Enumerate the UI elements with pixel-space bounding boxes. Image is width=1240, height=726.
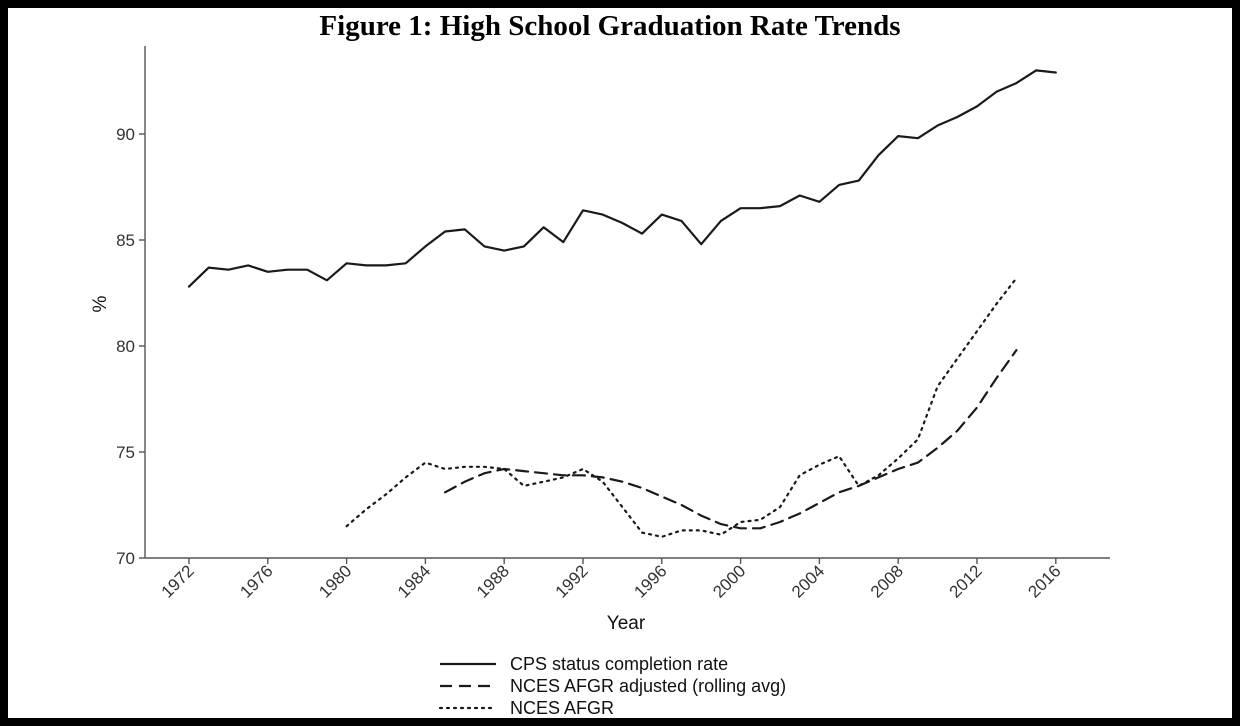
y-tick-label: 80 [116, 337, 135, 356]
x-tick-label: 1992 [552, 561, 592, 601]
x-axis-title: Year [607, 613, 646, 634]
legend-label-nces-afgr: NCES AFGR [510, 698, 614, 718]
series-lines [187, 69, 1057, 538]
y-ticks: 70 75 80 85 90 [116, 125, 145, 568]
x-tick-label: 1976 [236, 561, 276, 601]
y-axis-title: % [90, 295, 111, 312]
chart-canvas: 70 75 80 85 90 1972 1976 1980 1984 1988 1992 1996 2… [90, 46, 1110, 718]
legend: CPS status completion rate NCES AFGR adj… [438, 654, 786, 718]
y-tick-label: 85 [116, 231, 135, 250]
x-tick-label: 1972 [158, 561, 198, 601]
x-ticks: 1972 1976 1980 1984 1988 1992 1996 2000 2004 2008… [158, 558, 1065, 602]
x-tick-label: 2016 [1024, 561, 1064, 601]
y-tick-label: 90 [116, 125, 135, 144]
x-tick-label: 1988 [473, 561, 513, 601]
x-tick-label: 2012 [946, 561, 986, 601]
x-tick-label: 2000 [709, 561, 749, 601]
y-tick-label: 75 [116, 443, 135, 462]
x-tick-label: 2008 [867, 561, 907, 601]
legend-label-nces-adjusted: NCES AFGR adjusted (rolling avg) [510, 676, 786, 696]
chart-frame: Figure 1: High School Graduation Rate Tr… [8, 8, 1232, 718]
x-tick-label: 1996 [630, 561, 670, 601]
x-tick-label: 2004 [788, 561, 828, 601]
series-line-2 [345, 277, 1018, 538]
legend-label-cps: CPS status completion rate [510, 654, 728, 674]
axes [144, 46, 1110, 559]
y-tick-label: 70 [116, 549, 135, 568]
x-tick-label: 1980 [315, 561, 355, 601]
x-tick-label: 1984 [394, 561, 434, 601]
chart-title: Figure 1: High School Graduation Rate Tr… [319, 10, 901, 42]
series-line-1 [444, 349, 1018, 530]
series-line-0 [187, 69, 1057, 288]
